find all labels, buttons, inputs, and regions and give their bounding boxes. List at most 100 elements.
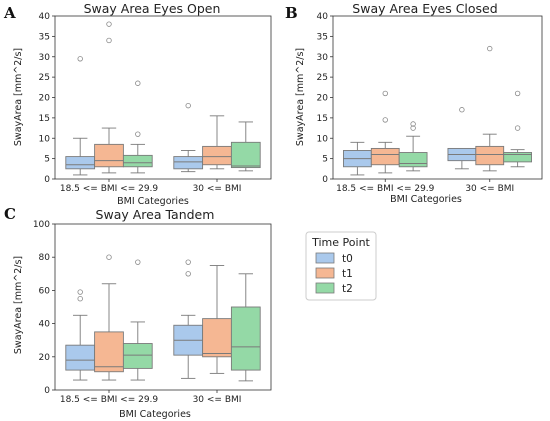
x-tick-label: 18.5 <= BMI <= 29.9: [60, 184, 159, 194]
box-iqr: [122, 154, 153, 168]
outlier-point: [514, 90, 521, 97]
box-t0: [65, 56, 96, 176]
y-tick-label: 35: [317, 32, 328, 42]
legend-label-t1: t1: [342, 268, 353, 280]
box-t1: [202, 115, 232, 170]
box-iqr: [65, 156, 96, 170]
box-iqr: [202, 145, 232, 166]
box-t2: [230, 273, 261, 382]
x-axis-label: BMI Categories: [390, 194, 462, 205]
outlier-point: [106, 37, 112, 44]
legend-swatch-t0: [315, 252, 335, 264]
outlier-point: [410, 125, 416, 131]
plot-frame: [54, 223, 272, 391]
box-t2: [503, 90, 532, 168]
outlier-point: [514, 125, 521, 131]
box-iqr: [202, 318, 232, 358]
box-t2: [398, 121, 428, 172]
y-tick-label: 0: [44, 386, 50, 396]
box-iqr: [475, 145, 505, 166]
box-t2: [122, 80, 153, 174]
box-t1: [370, 90, 400, 174]
x-tick-label: 30 <= BMI: [193, 395, 242, 405]
x-tick-label: 18.5 <= BMI <= 29.9: [336, 184, 435, 194]
y-tick-label: 20: [317, 94, 329, 104]
box-iqr: [65, 344, 96, 371]
box-t1: [475, 45, 505, 172]
y-tick-label: 60: [39, 286, 51, 296]
outlier-point: [77, 296, 83, 302]
outlier-point: [185, 102, 191, 109]
box-iqr: [230, 141, 261, 169]
outlier-point: [106, 254, 112, 260]
panel-letter-c: C: [4, 205, 16, 223]
legend-title: Time Point: [311, 236, 370, 249]
box-iqr: [370, 147, 400, 166]
box-t1: [94, 254, 124, 381]
x-axis-label: BMI Categories: [117, 196, 189, 207]
y-tick-label: 40: [39, 320, 51, 330]
box-t1: [202, 265, 232, 374]
outlier-point: [487, 45, 493, 52]
y-tick-label: 20: [39, 94, 51, 104]
y-tick-label: 80: [39, 253, 51, 263]
outlier-point: [135, 131, 141, 137]
outlier-point: [410, 121, 416, 127]
outlier-point: [77, 56, 83, 62]
box-t1: [94, 21, 124, 174]
box-t0: [343, 141, 372, 176]
outlier-point: [185, 271, 191, 277]
legend-label-t0: t0: [342, 253, 353, 265]
chart-sway-eyes-closed: Sway Area Eyes Closed BMI Categories Swa…: [295, 1, 543, 205]
legend-swatch-t2: [315, 282, 335, 294]
x-tick-label: 18.5 <= BMI <= 29.9: [60, 395, 159, 405]
legend: Time Point t0 t1 t2: [305, 231, 377, 301]
y-tick-label: 40: [317, 12, 329, 22]
chart-sway-tandem: Sway Area Tandem BMI Categories SwayArea…: [13, 207, 272, 420]
legend-label-t2: t2: [342, 283, 353, 295]
y-tick-label: 20: [39, 353, 51, 363]
box-iqr: [94, 143, 124, 168]
y-tick-label: 25: [317, 73, 328, 83]
y-axis-label: SwayArea [mm^2/s]: [295, 48, 306, 146]
y-tick-label: 30: [317, 53, 329, 63]
box-iqr: [398, 152, 428, 168]
box-iqr: [230, 306, 261, 371]
box-t2: [230, 121, 261, 172]
y-tick-label: 100: [33, 220, 50, 230]
box-t2: [122, 259, 153, 381]
outlier-point: [185, 259, 191, 265]
box-t0: [447, 107, 477, 170]
box-t0: [65, 289, 96, 381]
chart-title: Sway Area Eyes Closed: [352, 1, 497, 16]
box-iqr: [503, 152, 532, 163]
x-tick-label: 30 <= BMI: [193, 184, 242, 194]
outlier-point: [459, 107, 465, 113]
outlier-point: [382, 117, 388, 123]
outlier-point: [135, 259, 141, 265]
outlier-point: [382, 90, 388, 97]
box-iqr: [122, 343, 153, 369]
y-tick-label: 25: [39, 73, 50, 83]
outlier-point: [77, 289, 83, 295]
y-tick-label: 5: [322, 155, 328, 165]
x-axis-label: BMI Categories: [119, 409, 191, 420]
box-t0: [173, 259, 204, 379]
legend-swatch-t1: [315, 267, 335, 279]
y-axis-label: SwayArea [mm^2/s]: [13, 48, 24, 146]
box-t0: [173, 102, 204, 173]
y-tick-label: 0: [322, 175, 328, 185]
outlier-point: [135, 80, 141, 86]
box-iqr: [173, 156, 204, 170]
y-tick-label: 35: [39, 32, 50, 42]
y-tick-label: 5: [44, 155, 50, 165]
chart-title: Sway Area Eyes Open: [84, 1, 221, 16]
y-tick-label: 15: [39, 114, 50, 124]
y-tick-label: 10: [39, 134, 51, 144]
outlier-point: [106, 21, 112, 27]
y-tick-label: 30: [39, 53, 51, 63]
y-axis-label: SwayArea [mm^2/s]: [13, 256, 24, 354]
y-tick-label: 10: [317, 134, 329, 144]
y-tick-label: 15: [317, 114, 328, 124]
